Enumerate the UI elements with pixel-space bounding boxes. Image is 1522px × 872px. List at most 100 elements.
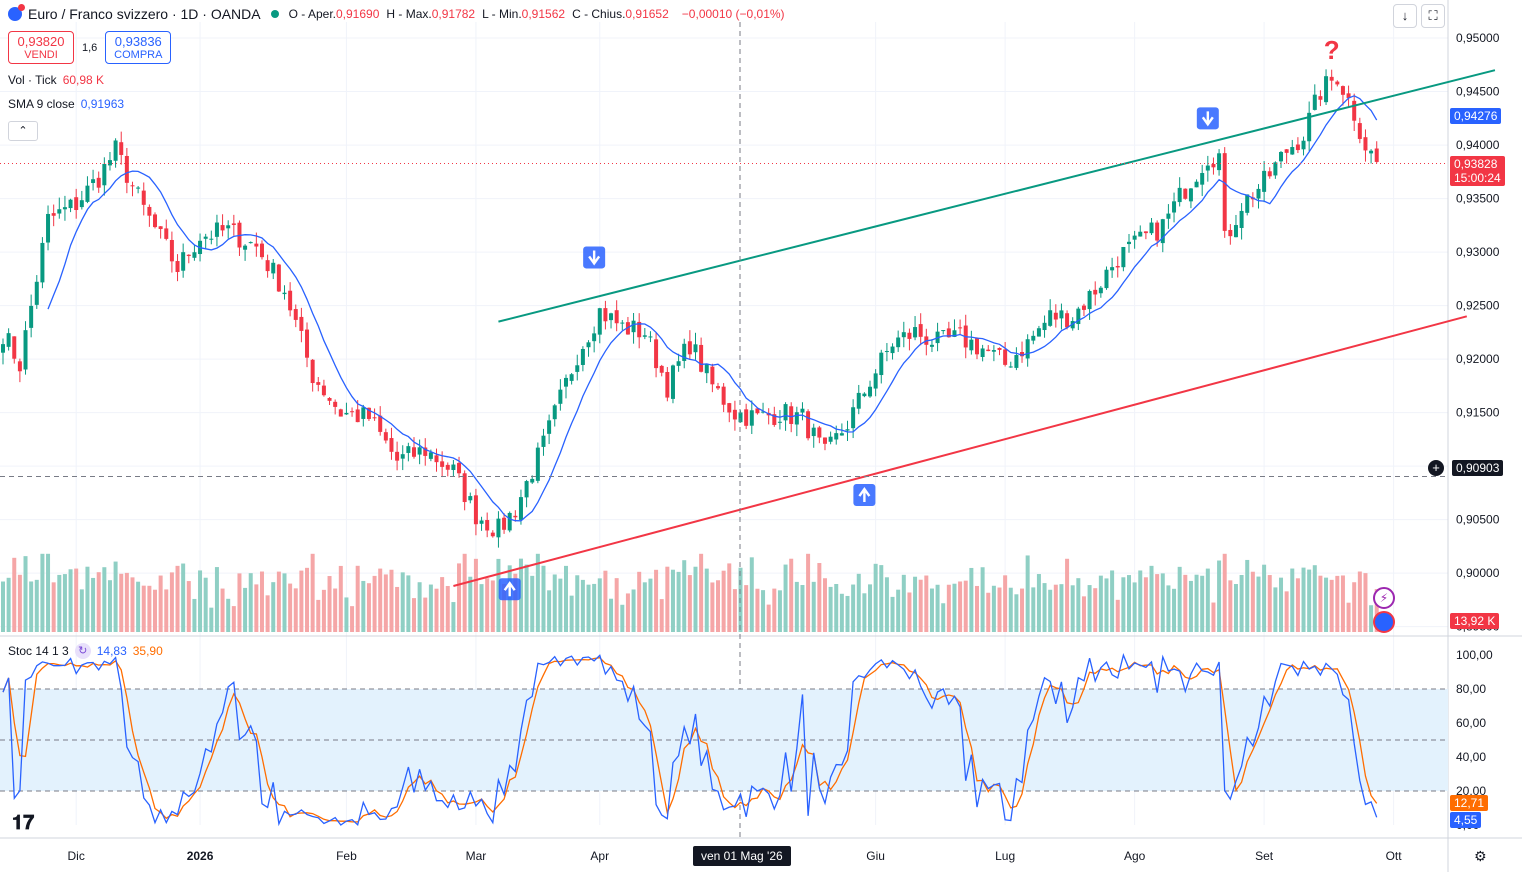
candle-body (687, 341, 692, 355)
stoch-tick-label: 100,00 (1456, 648, 1493, 662)
spread-value: 1,6 (82, 41, 98, 54)
lightning-icon[interactable]: ⚡ (1373, 587, 1395, 609)
refresh-icon[interactable]: ↻ (74, 643, 91, 659)
candle-body (1132, 235, 1137, 240)
candle-body (119, 142, 124, 155)
candle-body (136, 187, 141, 189)
trendline-lower[interactable] (453, 315, 1468, 587)
candle-body (361, 407, 366, 419)
candle-body (625, 322, 630, 335)
volume-bar (316, 599, 321, 632)
candle-body (1098, 287, 1103, 294)
volume-bar (1217, 560, 1222, 632)
volume-bar (839, 593, 844, 632)
volume-bar (1284, 591, 1289, 632)
candle-body (575, 365, 580, 372)
volume-bar (62, 574, 67, 632)
candle-body (1256, 188, 1261, 199)
add-alert-button[interactable]: + (1428, 460, 1444, 476)
download-button[interactable]: ↓ (1393, 4, 1417, 28)
candle-body (1093, 289, 1098, 295)
volume-bar (558, 578, 563, 632)
candle-body (209, 238, 214, 240)
candle-body (822, 437, 827, 444)
settings-gear-icon[interactable]: ⚙ (1474, 848, 1487, 864)
volume-bar (265, 595, 270, 632)
candle-body (676, 361, 681, 366)
symbol-flag-icon (8, 4, 25, 21)
buy-button[interactable]: 0,93836 COMPRA (105, 31, 172, 64)
tradingview-logo[interactable]: 𝟏𝟕 (12, 812, 35, 834)
event-icon[interactable] (1373, 611, 1395, 633)
candle-body (164, 228, 169, 239)
volume-bar (6, 577, 11, 632)
candle-body (738, 412, 743, 423)
candle-body (907, 332, 912, 339)
candle-body (749, 410, 754, 426)
candle-body (609, 313, 614, 321)
volume-bar (1149, 565, 1154, 632)
volume-bar (305, 567, 310, 632)
candle-body (980, 348, 985, 358)
candle-body (1200, 173, 1205, 185)
candle-body (862, 393, 867, 397)
volume-bar (1188, 580, 1193, 632)
candle-body (79, 200, 84, 208)
candle-body (293, 309, 298, 320)
volume-bar (1081, 596, 1086, 632)
candle-body (839, 433, 844, 436)
candle-body (513, 515, 518, 518)
candle-body (186, 254, 191, 257)
candle-body (986, 349, 991, 352)
candle-body (879, 352, 884, 376)
candle-body (102, 163, 107, 186)
volume-bar (1059, 584, 1064, 632)
volume-bar (473, 558, 478, 632)
volume-bar (327, 576, 332, 632)
candle-body (1065, 313, 1070, 328)
ohlc-label-H: H - Max. (386, 7, 432, 21)
fullscreen-button[interactable]: ⛶ (1421, 4, 1445, 28)
candle-body (845, 429, 850, 431)
trendline-upper[interactable] (498, 69, 1496, 323)
volume-bar (29, 581, 34, 632)
volume-bar (659, 599, 664, 632)
candle-body (535, 447, 540, 481)
volume-bar (986, 592, 991, 632)
candle-body (1143, 231, 1148, 234)
candle-body (479, 520, 484, 524)
candle-body (952, 330, 957, 337)
volume-bar (1363, 573, 1368, 632)
candle-body (1087, 290, 1092, 310)
stoch-label: Stoc 14 1 3 (8, 644, 69, 658)
volume-bar (1132, 582, 1137, 632)
candle-body (1324, 76, 1329, 103)
stoch-tick-label: 20,00 (1456, 784, 1486, 798)
candle-body (665, 371, 670, 398)
candle-body (1318, 96, 1323, 100)
volume-bar (23, 556, 28, 632)
collapse-legend-button[interactable]: ⌃ (8, 121, 38, 141)
candle-body (333, 401, 338, 407)
volume-bar (350, 606, 355, 632)
candle-body (1177, 187, 1182, 203)
time-tick-label: Ago (1124, 849, 1146, 863)
sell-button[interactable]: 0,93820 VENDI (8, 31, 74, 64)
stoch-legend[interactable]: Stoc 14 1 3 ↻ 14,83 35,90 (8, 643, 163, 659)
volume-bar (68, 569, 73, 632)
candle-body (884, 351, 889, 353)
volume-bar (254, 584, 259, 632)
volume-bar (580, 579, 585, 632)
candle-body (991, 350, 996, 352)
candle-body (918, 324, 923, 337)
candle-body (1003, 349, 1008, 365)
symbol-title[interactable]: Euro / Franco svizzero · 1D · OANDA (28, 6, 261, 22)
volume-bar (1222, 553, 1227, 632)
volume-legend[interactable]: Vol · Tick 60,98 K (8, 73, 104, 87)
candle-body (620, 322, 625, 324)
volume-bar (1093, 588, 1098, 632)
candle-body (147, 206, 152, 216)
sma-legend[interactable]: SMA 9 close 0,91963 (8, 97, 124, 111)
sell-price: 0,93820 (17, 34, 65, 49)
